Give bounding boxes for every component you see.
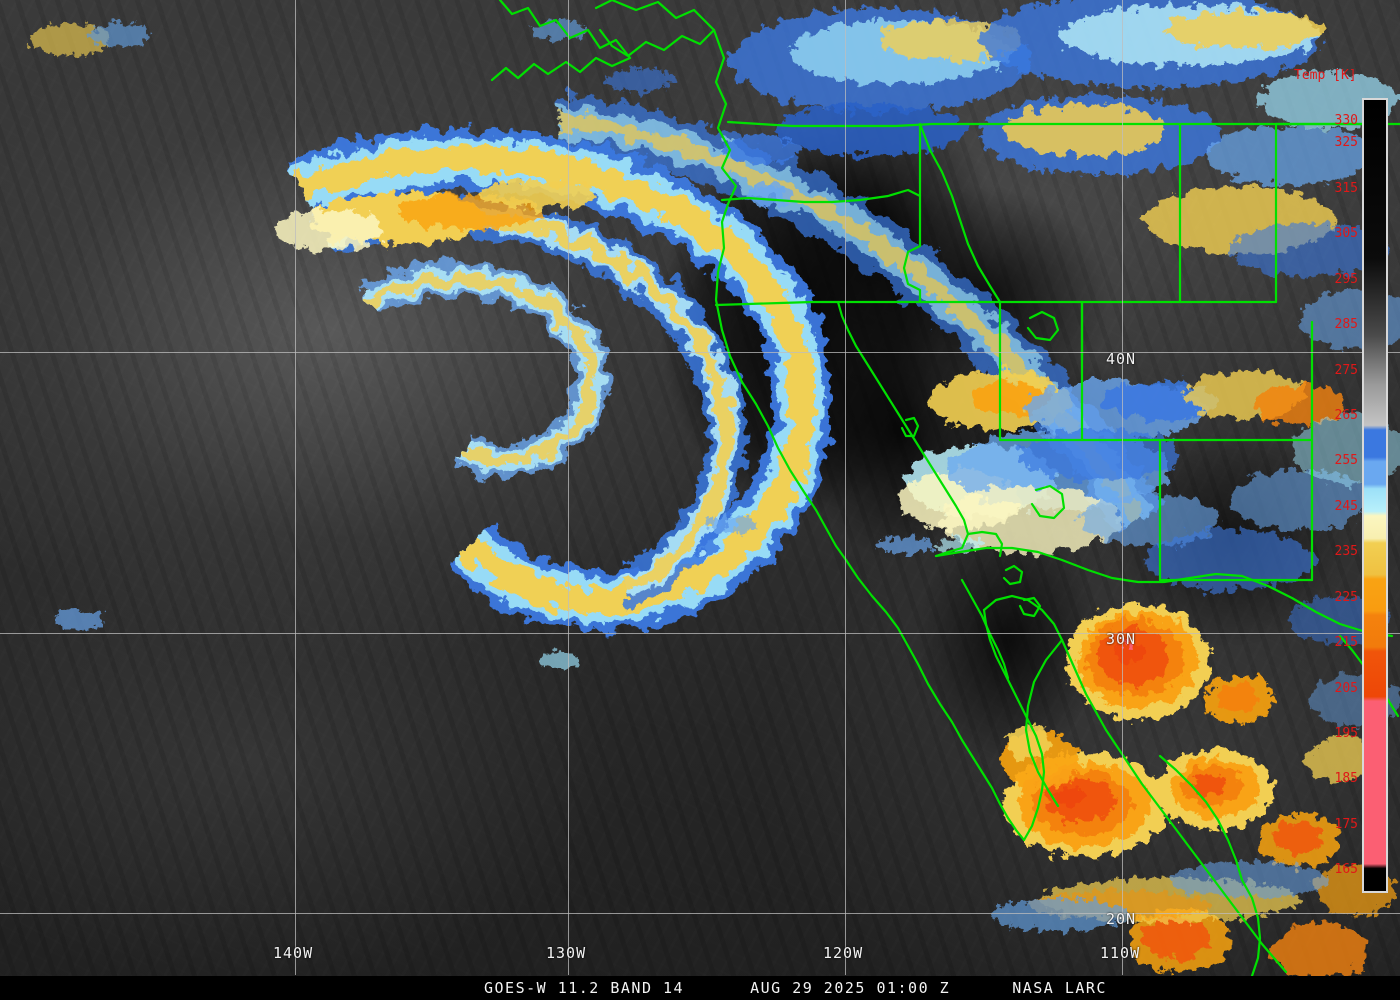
- longitude-line-140w: [295, 0, 296, 975]
- sonora-coast: [982, 594, 1288, 974]
- colorbar-tick-165: 165: [1334, 862, 1358, 878]
- id-mt-border: [918, 122, 1002, 304]
- us-mexico-border: [934, 546, 1394, 638]
- id-or-border: [902, 122, 922, 304]
- colorbar-tick-275: 275: [1334, 362, 1358, 378]
- caption-source-label: NASA LARC: [1012, 979, 1107, 997]
- colorbar-tick-325: 325: [1334, 135, 1358, 151]
- colorbar-tick-215: 215: [1334, 635, 1358, 651]
- baja-interior-border: [960, 578, 1010, 680]
- colorbar-tick-175: 175: [1334, 816, 1358, 832]
- ut-lake-feature: [1030, 484, 1066, 520]
- colorbar-tick-255: 255: [1334, 453, 1358, 469]
- latitude-line-40n: [0, 352, 1400, 353]
- colorbar-tick-305: 305: [1334, 226, 1358, 242]
- latitude-line-30n: [0, 633, 1400, 634]
- longitude-label-110w: 110W: [1100, 944, 1141, 962]
- latitude-label-40n: 40N: [1106, 350, 1137, 368]
- lake-tahoe: [900, 416, 920, 438]
- mexico-state-border-3: [1240, 878, 1262, 978]
- longitude-line-130w: [568, 0, 569, 975]
- colorbar-tick-330: 330: [1334, 112, 1358, 128]
- colorbar-tick-265: 265: [1334, 408, 1358, 423]
- scattered-marine-cells: [30, 20, 982, 668]
- mexico-state-border-1: [1024, 638, 1064, 808]
- sierra-madre-convection: [1128, 676, 1395, 978]
- nv-az-border: [966, 530, 1004, 558]
- caption-timestamp: AUG 29 2025 01:00 Z: [750, 979, 951, 997]
- latitude-label-20n: 20N: [1106, 910, 1137, 928]
- longitude-label-120w: 120W: [823, 944, 864, 962]
- gulf-of-california-east: [982, 608, 1046, 842]
- colorbar-tick-245: 245: [1334, 498, 1358, 514]
- us-west-coast: [714, 202, 848, 562]
- pacific-northwest-clouds: [722, 0, 1325, 207]
- colorbar-tick-295: 295: [1334, 271, 1358, 287]
- latitude-line-20n: [0, 913, 1400, 914]
- longitude-label-130w: 130W: [546, 944, 587, 962]
- puget-sound-coast: [712, 28, 738, 206]
- baja-gulf-islands: [1002, 564, 1024, 586]
- tropical-speckle-clouds: [990, 596, 1400, 931]
- longitude-line-120w: [845, 0, 846, 975]
- or-ca-border: [714, 300, 922, 307]
- colorbar-tick-285: 285: [1334, 317, 1358, 333]
- colorbar-tick-235: 235: [1334, 544, 1358, 560]
- colorbar-tick-315: 315: [1334, 180, 1358, 196]
- wa-or-border: [720, 188, 922, 204]
- colorbar-tick-185: 185: [1334, 771, 1358, 787]
- caption-product-label: GOES-W 11.2 BAND 14: [484, 979, 685, 997]
- colorbar-tick-225: 225: [1334, 589, 1358, 605]
- mexico-state-border-2: [1158, 754, 1244, 882]
- cyclone-warm-conveyor: [275, 181, 600, 250]
- image-caption-bar: GOES-W 11.2 BAND 14 AUG 29 2025 01:00 Z …: [0, 976, 1400, 1000]
- colorbar-title: Temp [K]: [1294, 68, 1357, 83]
- longitude-line-110w: [1122, 0, 1123, 975]
- vancouver-island: [594, 0, 716, 58]
- baja-west-coast: [844, 558, 1026, 842]
- baja-small-island: [1018, 596, 1042, 618]
- colorbar-tick-205: 205: [1334, 680, 1358, 696]
- temperature-colorbar[interactable]: [1362, 98, 1388, 893]
- colorbar-gradient: [1364, 100, 1386, 891]
- colorbar-tick-195: 195: [1334, 726, 1358, 741]
- bc-coastline: [490, 0, 632, 82]
- latitude-label-30n: 30N: [1106, 630, 1137, 648]
- longitude-label-140w: 140W: [273, 944, 314, 962]
- great-salt-lake: [1026, 310, 1060, 342]
- southwest-monsoon-clouds: [900, 370, 1400, 590]
